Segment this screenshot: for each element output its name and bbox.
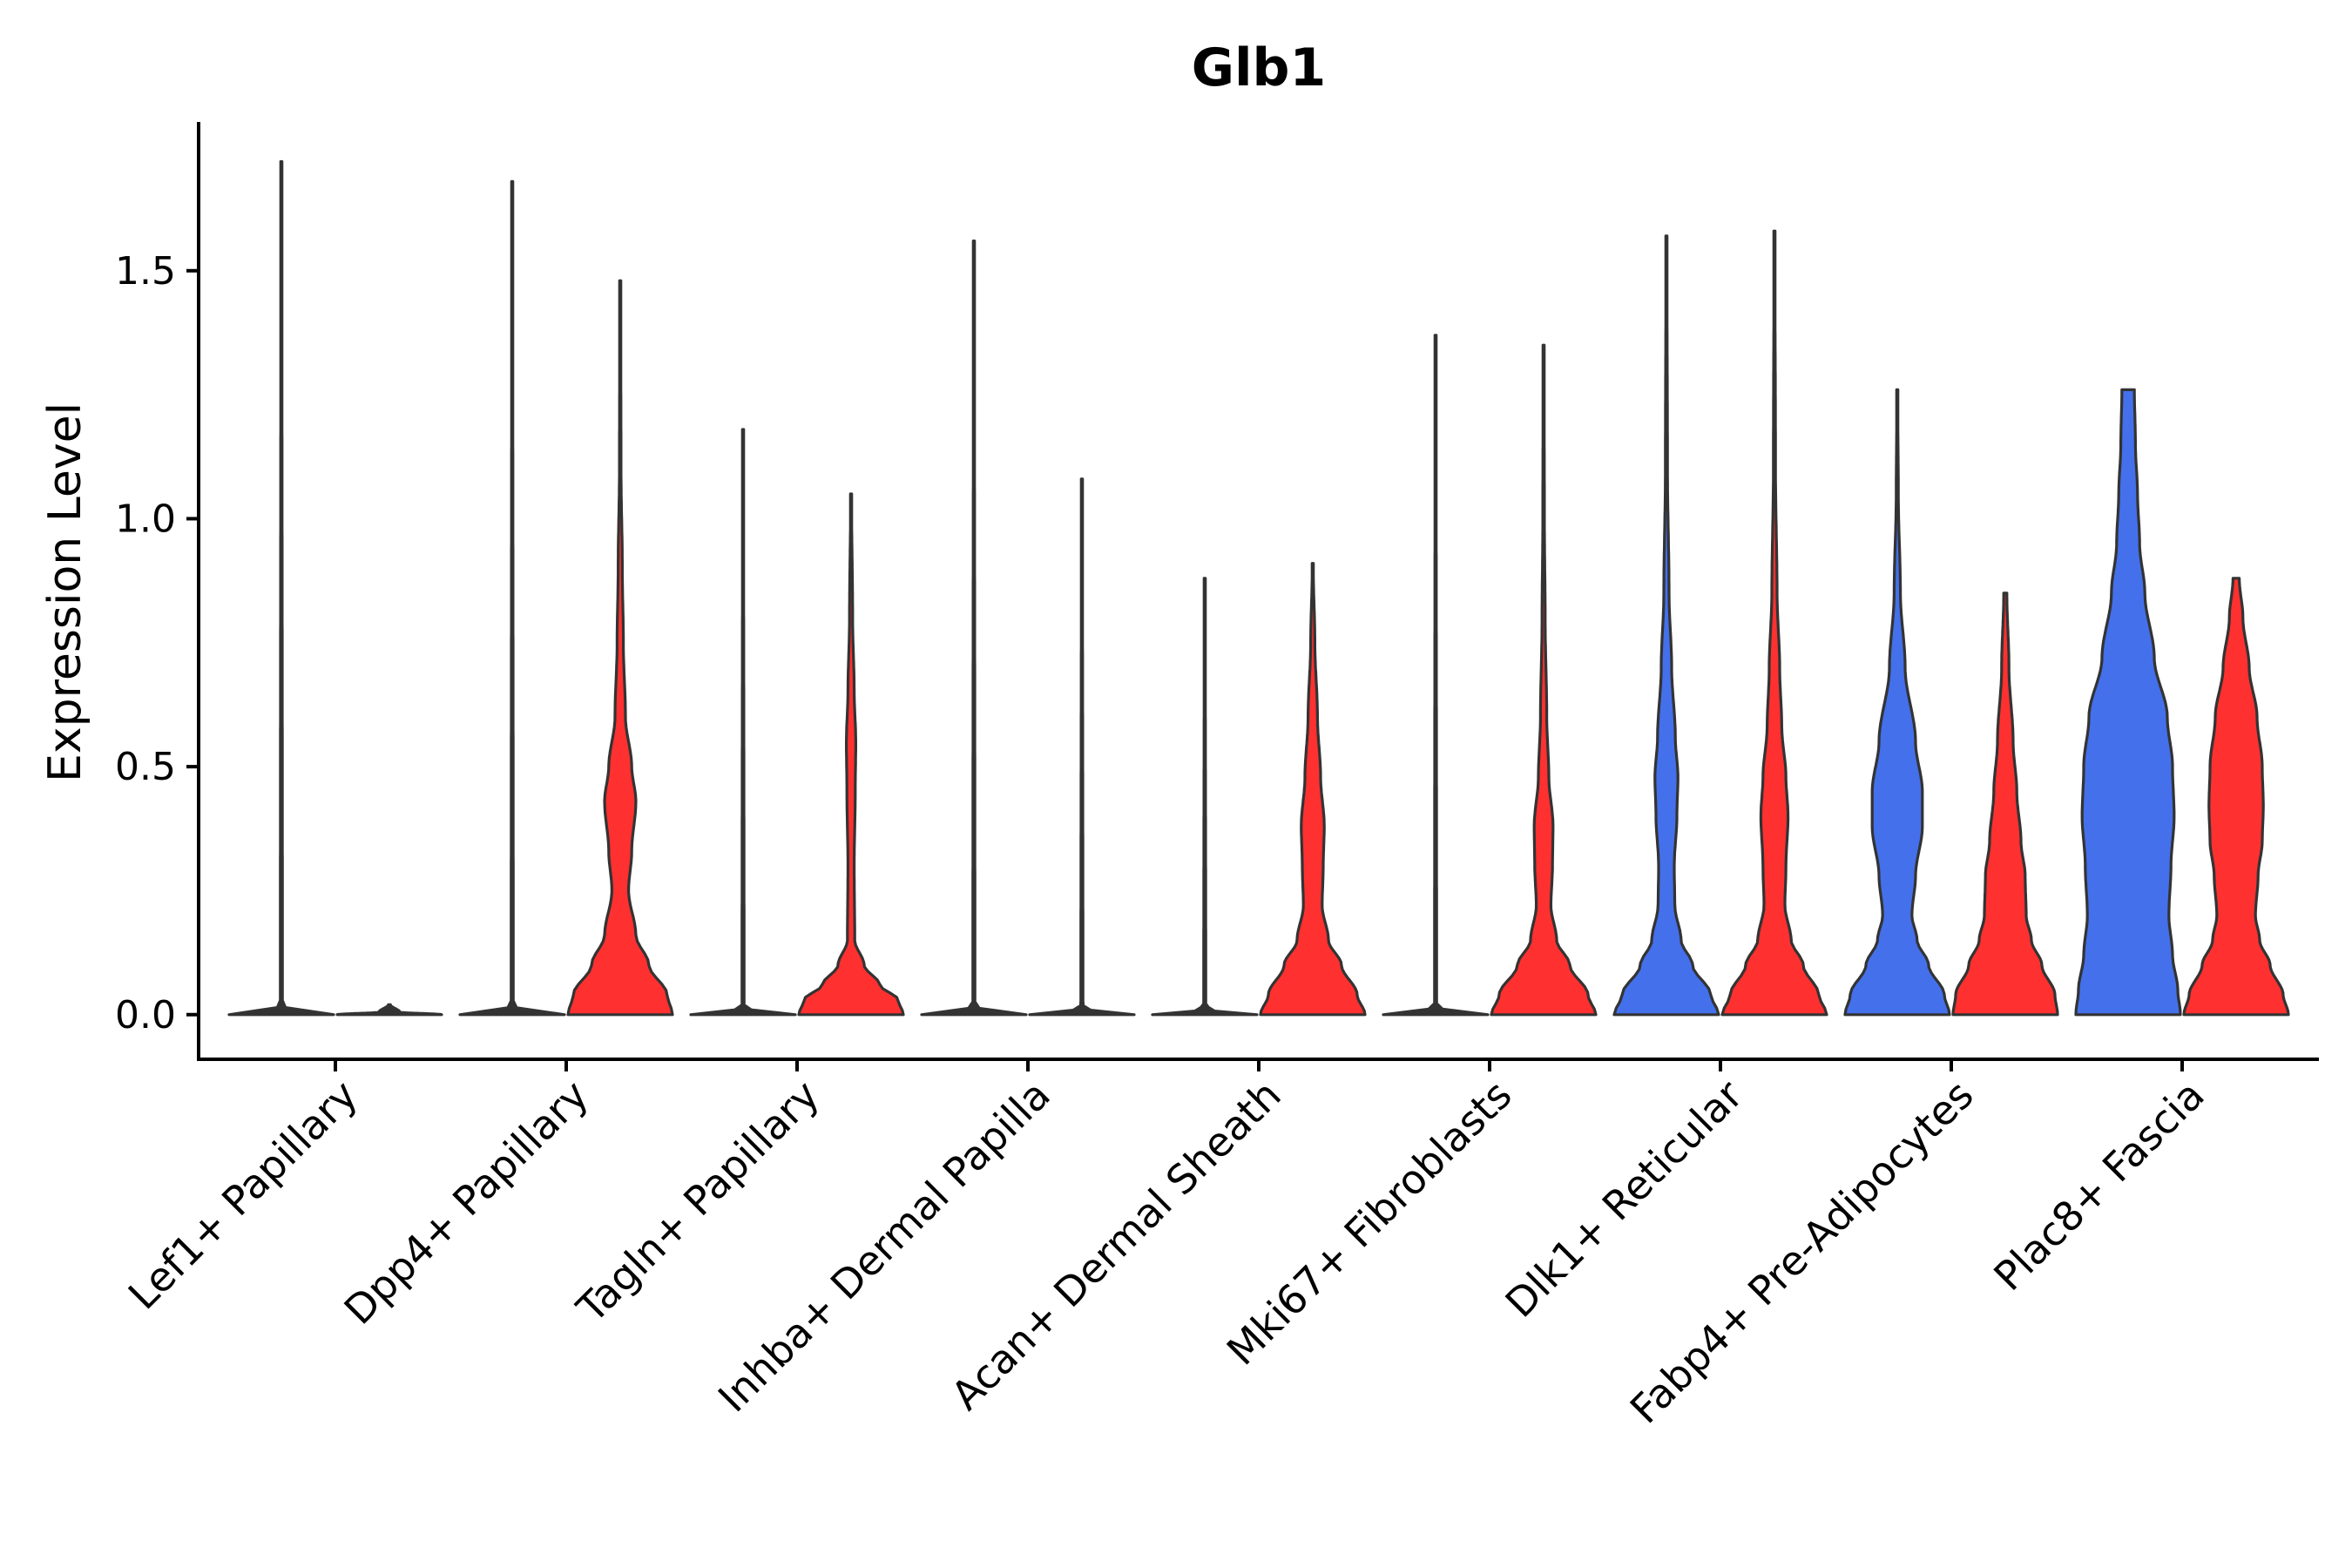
violin-1-left (458, 179, 566, 1017)
violin-3-left (920, 240, 1028, 1017)
violin-2-right (797, 492, 905, 1017)
violin-1-right (566, 279, 674, 1017)
violin-0-right (335, 1003, 443, 1017)
violin-4-right (1259, 562, 1367, 1017)
y-tick-label: 0.0 (115, 993, 176, 1037)
violin-0-left (227, 159, 335, 1017)
violin-7-left (1843, 388, 1951, 1017)
chart-title: Glb1 (1192, 37, 1327, 98)
violin-8-left (2074, 388, 2182, 1017)
violin-6-left (1612, 234, 1720, 1017)
violin-5-left (1382, 334, 1490, 1017)
violin-8-right (2182, 577, 2290, 1017)
x-category-label: Lef1+ Papillary (119, 1071, 367, 1319)
y-tick-label: 1.0 (115, 497, 176, 541)
x-category-label: Dlk1+ Reticular (1497, 1071, 1752, 1327)
violin-6-right (1720, 229, 1828, 1017)
violin-2-left (689, 428, 797, 1017)
violin-4-left (1151, 577, 1259, 1017)
x-category-label: Tagln+ Papillary (567, 1071, 828, 1333)
y-axis-label: Expression Level (39, 402, 91, 782)
violins-layer (227, 159, 2290, 1017)
violin-7-right (1951, 591, 2059, 1017)
x-category-label: Dpp4+ Papillary (335, 1071, 598, 1334)
x-category-label: Plac8+ Fascia (1984, 1071, 2213, 1300)
y-tick-label: 0.5 (115, 745, 176, 789)
violin-5-right (1490, 343, 1598, 1017)
y-tick-label: 1.5 (115, 249, 176, 294)
violin-3-right (1028, 477, 1136, 1017)
